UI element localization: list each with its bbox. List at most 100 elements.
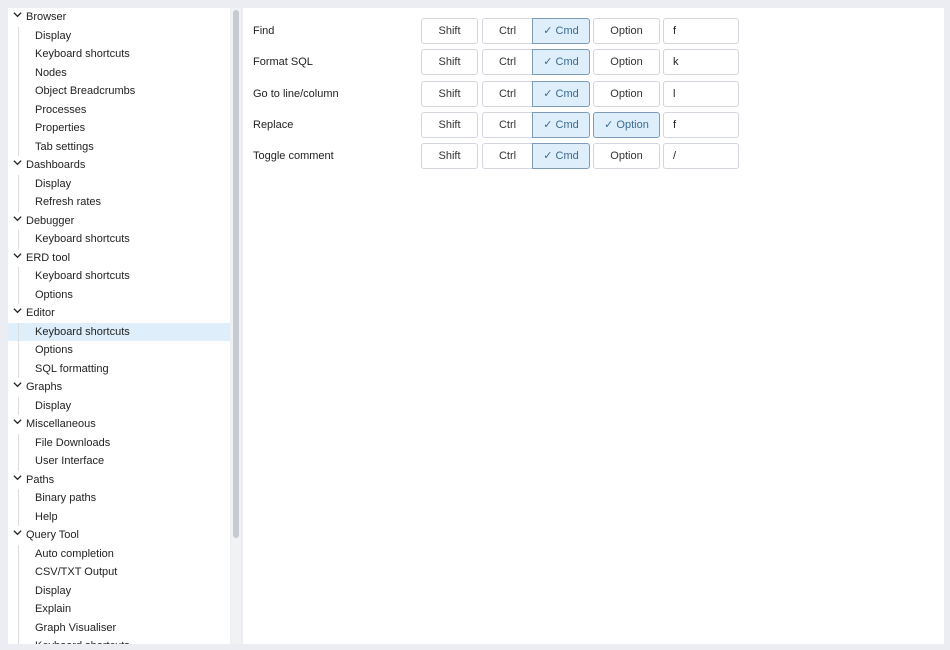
shortcut-name: Find (253, 25, 275, 37)
key-input[interactable]: f (663, 18, 739, 44)
tree-group-label: Query Tool (26, 529, 79, 541)
shift-label: Shift (438, 25, 461, 37)
tree-group-label: Paths (26, 473, 55, 486)
tree-item[interactable]: Options (8, 341, 230, 360)
tree-group-paths[interactable]: Paths (8, 471, 230, 490)
cmd-toggle[interactable]: ✓ Cmd (532, 143, 590, 170)
shift-toggle[interactable]: Shift (421, 18, 478, 44)
tree-item[interactable]: Tab settings (8, 137, 230, 157)
tree-item[interactable]: Object Breadcrumbs (8, 82, 230, 101)
shortcut-row: Format SQL Shift Ctrl ✓ Cmd Option k (243, 49, 943, 76)
option-toggle[interactable]: Option (593, 80, 660, 107)
ctrl-toggle[interactable]: Ctrl (482, 143, 533, 170)
tree-item[interactable]: Display (8, 396, 230, 416)
option-toggle[interactable]: Option (593, 18, 660, 44)
ctrl-toggle[interactable]: Ctrl (482, 111, 533, 138)
option-label: Option (616, 118, 649, 131)
tree-item[interactable]: Help (8, 507, 230, 527)
cmd-label: Cmd (555, 150, 579, 163)
cmd-toggle[interactable]: ✓ Cmd (532, 18, 590, 44)
tree-item[interactable]: Nodes (8, 63, 230, 83)
tree-item[interactable]: CSV/TXT Output (8, 563, 230, 582)
tree-item[interactable]: Display (8, 174, 230, 194)
option-toggle[interactable]: Option (593, 49, 660, 76)
check-icon: ✓ (543, 150, 553, 163)
shortcut-name: Toggle comment (253, 150, 334, 163)
tree-group-query-tool[interactable]: Query Tool (8, 526, 230, 545)
ctrl-label: Ctrl (498, 56, 517, 69)
ctrl-label: Ctrl (498, 25, 517, 37)
tree-group-miscellaneous[interactable]: Miscellaneous (8, 415, 230, 434)
tree-group-erd-tool[interactable]: ERD tool (8, 249, 230, 268)
tree-item[interactable]: User Interface (8, 452, 230, 471)
tree-group-graphs[interactable]: Graphs (8, 378, 230, 397)
tree-item[interactable]: File Downloads (8, 433, 230, 453)
tree-item[interactable]: Refresh rates (8, 193, 230, 212)
tree-item[interactable]: Keyboard shortcuts (8, 45, 230, 64)
tree-group-browser[interactable]: Browser (8, 8, 230, 27)
tree-group-editor[interactable]: Editor (8, 304, 230, 323)
chevron-down-icon[interactable] (13, 212, 22, 231)
chevron-down-icon[interactable] (13, 156, 22, 175)
tree-scrollbar[interactable] (231, 8, 241, 644)
cmd-toggle[interactable]: ✓ Cmd (532, 111, 590, 138)
ctrl-label: Ctrl (498, 118, 517, 131)
shift-toggle[interactable]: Shift (421, 143, 478, 170)
tree-item[interactable]: SQL formatting (8, 359, 230, 379)
chevron-down-icon[interactable] (13, 304, 22, 323)
tree-group-label: Debugger (26, 214, 75, 227)
option-toggle[interactable]: ✓ Option (593, 111, 660, 138)
tree-item[interactable]: Keyboard shortcuts (8, 230, 230, 249)
tree-item[interactable]: Keyboard shortcuts (8, 637, 230, 644)
tree-item[interactable]: Auto completion (8, 544, 230, 564)
shift-label: Shift (438, 56, 461, 69)
shift-toggle[interactable]: Shift (421, 49, 478, 76)
tree-item[interactable]: Options (8, 285, 230, 305)
check-icon: ✓ (604, 118, 614, 131)
ctrl-label: Ctrl (498, 87, 517, 100)
chevron-down-icon[interactable] (13, 378, 22, 397)
tree-item[interactable]: Binary paths (8, 489, 230, 508)
shortcuts-panel: Find Shift Ctrl ✓ Cmd Option f Format SQL Shift… (243, 8, 944, 644)
shift-toggle[interactable]: Shift (421, 111, 478, 138)
key-input[interactable]: / (663, 143, 739, 170)
tree-item[interactable]: Display (8, 26, 230, 46)
ctrl-toggle[interactable]: Ctrl (482, 49, 533, 76)
tree-group-label: Miscellaneous (26, 418, 96, 430)
check-icon: ✓ (543, 118, 553, 131)
tree-item[interactable]: Processes (8, 100, 230, 120)
shortcut-row: Toggle comment Shift Ctrl ✓ Cmd Option / (243, 143, 943, 170)
shift-label: Shift (438, 118, 461, 131)
tree-item[interactable]: Keyboard shortcuts (8, 322, 230, 341)
scrollbar-thumb[interactable] (233, 10, 239, 538)
tree-group-label: Graphs (26, 381, 63, 393)
check-icon: ✓ (543, 87, 553, 100)
option-toggle[interactable]: Option (593, 143, 660, 170)
tree-group-debugger[interactable]: Debugger (8, 212, 230, 231)
shortcut-row: Go to line/column Shift Ctrl ✓ Cmd Option l (243, 80, 943, 107)
shortcut-name: Go to line/column (253, 87, 339, 100)
key-input[interactable]: k (663, 49, 739, 76)
chevron-down-icon[interactable] (13, 8, 22, 27)
key-input[interactable]: f (663, 111, 739, 138)
ctrl-toggle[interactable]: Ctrl (482, 18, 533, 44)
chevron-down-icon[interactable] (13, 526, 22, 545)
tree-item[interactable]: Graph Visualiser (8, 618, 230, 638)
option-label: Option (610, 87, 643, 100)
tree-item[interactable]: Keyboard shortcuts (8, 267, 230, 286)
tree-item[interactable]: Properties (8, 119, 230, 138)
chevron-down-icon[interactable] (13, 249, 22, 268)
ctrl-toggle[interactable]: Ctrl (482, 80, 533, 107)
tree-group-dashboards[interactable]: Dashboards (8, 156, 230, 175)
option-label: Option (610, 25, 643, 37)
cmd-toggle[interactable]: ✓ Cmd (532, 80, 590, 107)
tree-item[interactable]: Display (8, 581, 230, 601)
chevron-down-icon[interactable] (13, 471, 22, 490)
cmd-label: Cmd (555, 25, 579, 37)
tree-item[interactable]: Explain (8, 600, 230, 619)
cmd-toggle[interactable]: ✓ Cmd (532, 49, 590, 76)
shift-toggle[interactable]: Shift (421, 80, 478, 107)
key-input[interactable]: l (663, 80, 739, 107)
chevron-down-icon[interactable] (13, 415, 22, 434)
cmd-label: Cmd (555, 56, 579, 69)
